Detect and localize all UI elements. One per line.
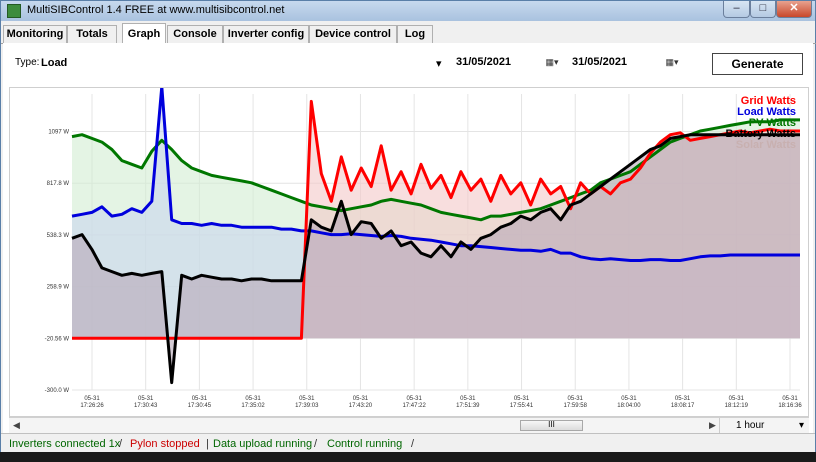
x-tick-label: 05-31 [406, 396, 422, 402]
legend-entry: Grid Watts [741, 95, 796, 107]
scroll-left-icon[interactable]: ◀ [13, 420, 20, 430]
y-tick-label: 1097 W [48, 130, 69, 136]
x-tick-label: 05-31 [621, 396, 637, 402]
tab-inverter-config[interactable]: Inverter config [223, 25, 309, 43]
chart-svg: -300.0 W -20.56 W 258.9 W 538.3 W 817.8 W 109… [45, 85, 802, 409]
status-data-upload: Data upload running [213, 438, 313, 450]
interval-dropdown-icon: ▾ [798, 420, 804, 431]
status-separator: / [119, 438, 123, 450]
maximize-button[interactable]: □ [750, 1, 776, 18]
x-tick-label: 17:30:45 [188, 403, 212, 409]
series-line [71, 133, 800, 385]
y-tick-label: 258.9 W [47, 285, 70, 291]
status-separator: / [314, 438, 318, 450]
taskbar-strip [0, 452, 816, 462]
generate-button[interactable]: Generate [712, 53, 803, 75]
x-tick-label: 18:08:17 [671, 403, 695, 409]
x-tick-label: 05-31 [84, 396, 100, 402]
series-line [72, 99, 800, 340]
title-bar: MultiSIBControl 1.4 FREE at www.multisib… [1, 1, 815, 21]
x-tick-label: 17:35:02 [241, 403, 265, 409]
status-control: Control running [327, 438, 403, 450]
app-icon [7, 4, 21, 18]
x-tick-label: 18:12:19 [725, 403, 749, 409]
y-tick-label: 538.3 W [47, 233, 70, 239]
x-tick-label: 05-31 [299, 396, 315, 402]
tab-totals[interactable]: Totals [67, 25, 117, 43]
x-tick-label: 17:51:39 [456, 403, 480, 409]
date-from-field[interactable]: 31/05/2021 [456, 56, 512, 68]
status-separator: / [411, 438, 415, 450]
x-tick-label: 05-31 [460, 396, 476, 402]
x-tick-label: 17:59:58 [564, 403, 588, 409]
x-tick-label: 17:43:20 [349, 403, 373, 409]
legend-entry: Battery Watts [726, 128, 797, 140]
x-tick-label: 05-31 [192, 396, 208, 402]
x-tick-label: 17:26:26 [80, 403, 104, 409]
chart-area: -300.0 W -20.56 W 258.9 W 538.3 W 817.8 W 109… [9, 85, 809, 417]
y-tick-label: -300.0 W [45, 388, 70, 394]
x-tick-label: 05-31 [729, 396, 745, 402]
x-tick-label: 18:16:36 [778, 403, 802, 409]
minimize-icon: – [733, 2, 740, 14]
window-title: MultiSIBControl 1.4 FREE at www.multisib… [27, 4, 285, 16]
x-tick-label: 05-31 [245, 396, 261, 402]
interval-value: 1 hour [736, 420, 765, 431]
x-tick-label: 05-31 [138, 396, 154, 402]
tab-device-control[interactable]: Device control [309, 25, 397, 43]
x-tick-label: 17:47:22 [402, 403, 426, 409]
series-line [71, 85, 800, 262]
date-to-calendar-icon[interactable]: ▦▾ [665, 57, 679, 67]
type-dropdown-icon[interactable]: ▾ [436, 58, 442, 70]
tab-log[interactable]: Log [397, 25, 433, 43]
minimize-button[interactable]: – [723, 1, 750, 18]
horizontal-scrollbar[interactable]: ◀ III ▶ 1 hour ▾ [9, 417, 809, 433]
tab-bar: Monitoring Totals Graph Console Inverter… [1, 23, 816, 44]
type-label: Type: [15, 57, 40, 68]
x-tick-label: 17:55:41 [510, 403, 534, 409]
x-tick-label: 05-31 [353, 396, 369, 402]
x-tick-label: 05-31 [514, 396, 530, 402]
tab-console[interactable]: Console [167, 25, 223, 43]
series-area [72, 134, 800, 383]
status-separator: | [206, 438, 209, 450]
series-line [71, 118, 800, 222]
date-to-field[interactable]: 31/05/2021 [572, 56, 628, 68]
legend-entry: Solar Watts [736, 139, 796, 151]
interval-select[interactable]: 1 hour ▾ [719, 418, 810, 433]
y-tick-label: 817.8 W [47, 181, 70, 187]
x-tick-label: 05-31 [675, 396, 691, 402]
x-tick-label: 05-31 [782, 396, 798, 402]
date-from-calendar-icon[interactable]: ▦▾ [545, 57, 559, 67]
legend-entry: Load Watts [737, 106, 796, 118]
close-icon: ✕ [789, 2, 799, 14]
x-tick-label: 18:04:00 [617, 403, 641, 409]
x-tick-label: 17:30:43 [134, 403, 158, 409]
scroll-right-icon[interactable]: ▶ [709, 420, 716, 430]
x-tick-label: 05-31 [568, 396, 584, 402]
tab-graph[interactable]: Graph [122, 23, 166, 44]
scroll-thumb[interactable]: III [520, 420, 583, 431]
legend-entry: PV Watts [749, 117, 796, 129]
type-select[interactable]: Load [41, 57, 68, 69]
y-tick-label: -20.56 W [45, 336, 70, 342]
tab-monitoring[interactable]: Monitoring [3, 25, 67, 43]
x-tick-label: 17:39:03 [295, 403, 319, 409]
maximize-icon: □ [759, 2, 767, 14]
status-bar: Inverters connected 1x / Pylon stopped |… [1, 433, 815, 454]
status-pylon: Pylon stopped [130, 438, 200, 450]
close-button[interactable]: ✕ [776, 1, 812, 18]
status-inverters: Inverters connected 1x [9, 438, 121, 450]
